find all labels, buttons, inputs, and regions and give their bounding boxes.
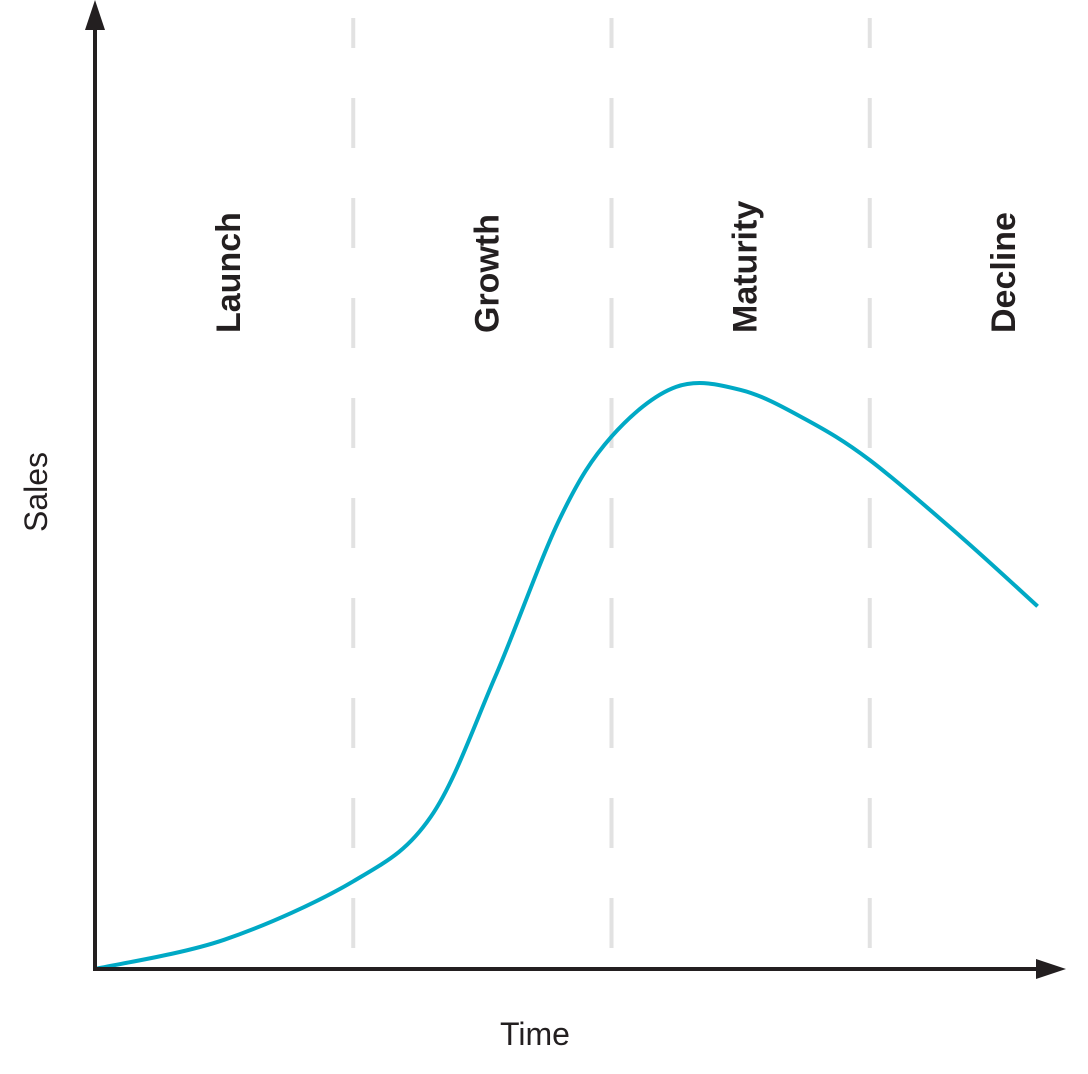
stage-label-launch: Launch (210, 212, 248, 333)
axes (85, 0, 1066, 979)
sales-curve (94, 381, 1039, 971)
stage-dividers (351, 18, 872, 965)
y-axis-arrow-icon (85, 0, 105, 30)
stage-labels: Launch Growth Maturity Decline (210, 201, 1023, 333)
stage-label-maturity: Maturity (727, 201, 765, 333)
x-axis-arrow-icon (1036, 959, 1066, 979)
stage-label-decline: Decline (985, 212, 1023, 333)
stage-label-growth: Growth (468, 214, 506, 333)
x-axis-label: Time (500, 1016, 570, 1052)
y-axis-label: Sales (18, 452, 54, 532)
